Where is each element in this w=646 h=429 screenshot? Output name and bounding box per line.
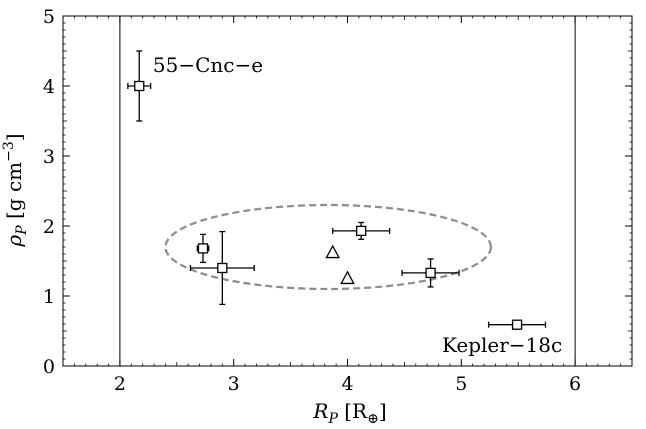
square-marker (197, 243, 209, 254)
axis-ticks: 2 3 4 5 6 0 1 2 3 4 5 (43, 6, 633, 395)
y-tick-label: 1 (43, 286, 55, 308)
y-tick-label: 4 (43, 76, 55, 98)
x-tick-label: 3 (228, 373, 240, 395)
y-tick-label: 0 (43, 356, 55, 378)
square-marker (425, 267, 436, 279)
square-marker (217, 262, 228, 274)
data-markers (134, 80, 523, 330)
plot-frame (62, 15, 633, 367)
cluster-ellipse (164, 203, 492, 291)
cluster-ellipse-layer (164, 203, 492, 291)
y-tick-label: 3 (43, 146, 55, 168)
planet-annotation: 55−Cnc−e (153, 53, 263, 77)
annotations: 55−Cnc−e Kepler−18c (153, 53, 562, 357)
x-tick-label: 2 (114, 373, 126, 395)
planet-annotation: Kepler−18c (442, 333, 562, 357)
error-bars (127, 50, 547, 329)
triangle-marker (325, 244, 341, 259)
x-tick-label: 5 (455, 373, 467, 395)
square-marker (134, 80, 145, 92)
x-tick-label: 6 (569, 373, 581, 395)
y-tick-label: 5 (43, 6, 55, 28)
y-tick-label: 2 (43, 216, 55, 238)
triangle-marker (340, 270, 355, 285)
square-marker (511, 319, 523, 330)
x-tick-label: 4 (341, 373, 353, 395)
boundary-lines (119, 16, 576, 366)
square-marker (356, 225, 367, 237)
y-axis-title: ρP [g cm−3] (1, 133, 30, 247)
x-axis-title: RP [R⊕] (312, 399, 386, 427)
